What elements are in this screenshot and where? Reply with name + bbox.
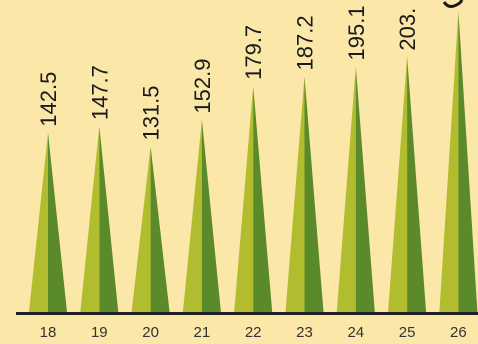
value-label-25: 203.: [395, 8, 420, 51]
x-tick-label-18: 18: [40, 324, 57, 341]
spike-bar-24: [336, 66, 375, 312]
spike-light-face: [29, 132, 48, 312]
spike-bar-25: [388, 56, 427, 312]
x-tick-label-24: 24: [347, 324, 364, 341]
spike-light-face: [182, 119, 202, 312]
spike-light-face: [285, 76, 305, 312]
spike-bar-26: [439, 11, 478, 313]
spike-bar-18: [29, 132, 67, 312]
spike-bar-20: [131, 146, 170, 312]
spike-dark-face: [355, 66, 375, 312]
spike-light-face: [234, 85, 254, 312]
value-label-20: 131.5: [139, 85, 164, 140]
spike-bar-21: [182, 119, 221, 312]
spike-bar-19: [80, 126, 119, 312]
spike-dark-face: [253, 85, 273, 312]
spike-dark-face: [150, 146, 170, 312]
spike-dark-face: [304, 76, 324, 312]
spike-light-face: [80, 126, 100, 312]
spike-light-face: [336, 66, 356, 312]
value-label-23: 187.2: [293, 15, 318, 70]
x-tick-label-25: 25: [399, 324, 416, 341]
x-tick-label-20: 20: [142, 324, 159, 341]
value-label-21: 152.9: [190, 59, 215, 114]
x-tick-label-26: 26: [450, 324, 467, 341]
value-label-18: 142.5: [36, 72, 61, 127]
value-label-24: 195.1: [344, 5, 369, 60]
clipped-value-label-26: [442, 0, 464, 8]
spike-dark-face: [201, 119, 221, 312]
value-label-group: 142.5 147.7 131.5 152.9 179.7 187.2 195.1 203.: [36, 0, 464, 141]
spike-group: [29, 11, 478, 313]
spike-light-face: [131, 146, 151, 312]
spike-dark-face: [407, 56, 427, 312]
value-label-22: 179.7: [241, 25, 266, 80]
spike-dark-face: [458, 11, 478, 313]
spike-light-face: [388, 56, 408, 312]
spike-dark-face: [99, 126, 119, 312]
x-tick-label-group: 18 19 20 21 22 23 24 25 26: [40, 324, 467, 341]
x-tick-label-21: 21: [194, 324, 211, 341]
value-label-19: 147.7: [87, 65, 112, 120]
spike-dark-face: [48, 132, 67, 312]
spike-bar-22: [234, 85, 273, 312]
x-tick-label-22: 22: [245, 324, 262, 341]
spike-bar-23: [285, 76, 324, 312]
x-tick-label-19: 19: [91, 324, 108, 341]
spike-light-face: [439, 11, 459, 313]
x-tick-label-23: 23: [296, 324, 313, 341]
